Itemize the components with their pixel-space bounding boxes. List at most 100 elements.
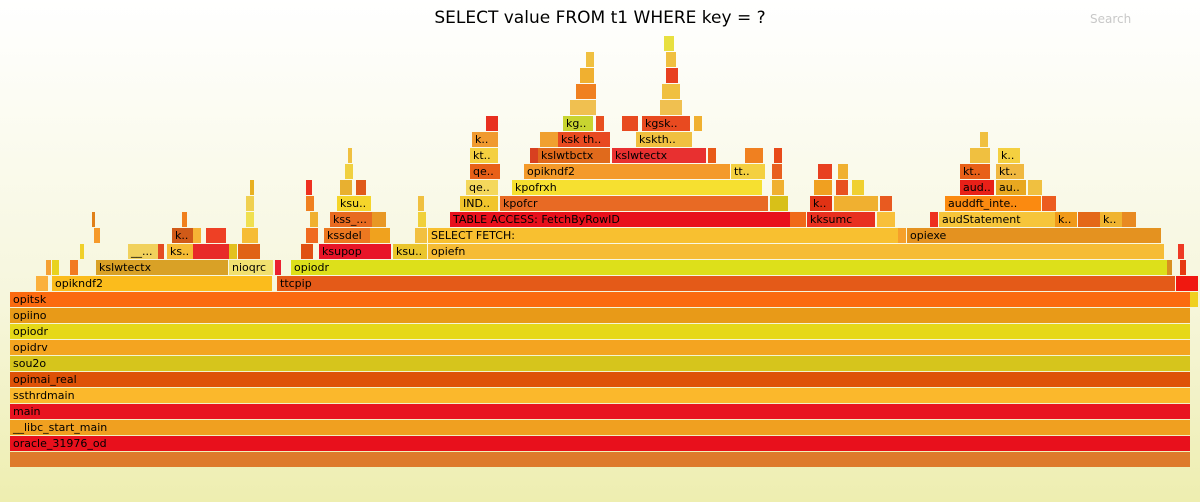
- flame-frame[interactable]: [694, 116, 702, 131]
- flame-frame[interactable]: opiodr: [10, 324, 1190, 339]
- flame-frame-rect[interactable]: [1178, 244, 1184, 259]
- flame-frame-rect[interactable]: [10, 292, 1190, 307]
- flame-frame-rect[interactable]: [774, 148, 782, 163]
- flame-frame-rect[interactable]: [206, 228, 226, 243]
- flame-frame-rect[interactable]: [428, 244, 1164, 259]
- flame-frame-rect[interactable]: [877, 212, 895, 227]
- flame-frame[interactable]: [80, 244, 84, 259]
- flame-frame[interactable]: ssthrdmain: [10, 388, 1190, 403]
- flame-frame-rect[interactable]: [880, 196, 892, 211]
- flame-frame[interactable]: kgsk..: [642, 116, 690, 131]
- flame-frame[interactable]: [666, 52, 676, 67]
- flame-frame-rect[interactable]: [372, 212, 386, 227]
- flame-frame-rect[interactable]: [745, 148, 763, 163]
- flame-frame[interactable]: [1178, 244, 1184, 259]
- flame-frame[interactable]: nioqrc: [229, 260, 273, 275]
- flame-frame-rect[interactable]: [10, 388, 1190, 403]
- flame-frame-rect[interactable]: [500, 196, 768, 211]
- flame-frame-rect[interactable]: [772, 164, 782, 179]
- flame-frame[interactable]: [1078, 212, 1100, 227]
- flame-frame-rect[interactable]: [242, 228, 258, 243]
- flame-frame-rect[interactable]: [1167, 260, 1172, 275]
- flame-frame-rect[interactable]: [1190, 292, 1198, 307]
- flame-frame-rect[interactable]: [70, 260, 78, 275]
- flame-frame-rect[interactable]: [10, 356, 1190, 371]
- flame-frame-rect[interactable]: [470, 164, 500, 179]
- flame-frame-rect[interactable]: [291, 260, 1167, 275]
- flame-frame-rect[interactable]: [1028, 180, 1042, 195]
- flame-frame[interactable]: [345, 164, 353, 179]
- flame-frame[interactable]: [708, 148, 716, 163]
- flame-frame[interactable]: kssdel: [324, 228, 370, 243]
- flame-frame-rect[interactable]: [834, 196, 878, 211]
- flame-frame[interactable]: [570, 100, 596, 115]
- flame-frame-rect[interactable]: [486, 116, 498, 131]
- flame-frame[interactable]: kt..: [470, 148, 498, 163]
- flame-frame[interactable]: [372, 212, 386, 227]
- flame-frame[interactable]: k..: [1100, 212, 1122, 227]
- flame-frame-rect[interactable]: [337, 196, 371, 211]
- flame-frame[interactable]: [94, 228, 100, 243]
- flame-frame[interactable]: kpofrxh: [512, 180, 762, 195]
- flame-frame[interactable]: opikndf2: [524, 164, 730, 179]
- flame-frame[interactable]: [36, 276, 48, 291]
- flame-frame-rect[interactable]: [466, 180, 498, 195]
- flame-frame[interactable]: qe..: [466, 180, 498, 195]
- flame-frame[interactable]: [1028, 180, 1042, 195]
- flame-frame-rect[interactable]: [10, 340, 1190, 355]
- flame-frame-rect[interactable]: [662, 84, 680, 99]
- flame-frame-rect[interactable]: [306, 196, 314, 211]
- flame-frame[interactable]: ksupop: [319, 244, 391, 259]
- flame-frame-rect[interactable]: [460, 196, 498, 211]
- flame-frame[interactable]: au..: [996, 180, 1026, 195]
- flame-frame-rect[interactable]: [612, 148, 706, 163]
- flame-frame[interactable]: [418, 212, 426, 227]
- flame-frame-rect[interactable]: [694, 116, 702, 131]
- flame-frame[interactable]: [834, 196, 878, 211]
- flame-frame[interactable]: ttcpip: [277, 276, 1175, 291]
- flame-frame-rect[interactable]: [52, 260, 59, 275]
- flame-frame-rect[interactable]: [370, 228, 390, 243]
- flame-frame-rect[interactable]: [580, 68, 594, 83]
- flame-frame[interactable]: kt..: [960, 164, 990, 179]
- flame-frame[interactable]: k..: [172, 228, 193, 243]
- flame-frame[interactable]: kpofcr: [500, 196, 768, 211]
- flame-frame[interactable]: kt..: [996, 164, 1024, 179]
- flame-frame-rect[interactable]: [636, 132, 692, 147]
- flame-frame[interactable]: [182, 212, 187, 227]
- flame-frame-rect[interactable]: [996, 180, 1026, 195]
- flame-frame-rect[interactable]: [94, 228, 100, 243]
- flame-frame[interactable]: [540, 132, 558, 147]
- flame-frame[interactable]: k..: [1055, 212, 1077, 227]
- flame-frame[interactable]: [356, 180, 366, 195]
- flame-frame-rect[interactable]: [250, 180, 254, 195]
- flame-frame[interactable]: TABLE ACCESS: FetchByRowID: [450, 212, 790, 227]
- flame-frame-rect[interactable]: [345, 164, 353, 179]
- flame-frame-rect[interactable]: [306, 180, 312, 195]
- flame-frame[interactable]: ksu..: [337, 196, 371, 211]
- flame-frame[interactable]: [970, 148, 990, 163]
- flame-frame[interactable]: kskth..: [636, 132, 692, 147]
- flame-frame-rect[interactable]: [807, 212, 875, 227]
- flame-frame[interactable]: [622, 116, 638, 131]
- flame-frame-rect[interactable]: [1055, 212, 1077, 227]
- flame-frame[interactable]: [70, 260, 78, 275]
- flame-frame-rect[interactable]: [970, 148, 990, 163]
- flame-frame-rect[interactable]: [666, 68, 678, 83]
- flame-frame[interactable]: opikndf2: [52, 276, 272, 291]
- flame-frame-rect[interactable]: [540, 132, 558, 147]
- flame-frame[interactable]: k..: [998, 148, 1020, 163]
- flame-frame-rect[interactable]: [836, 180, 848, 195]
- flame-frame-rect[interactable]: [428, 228, 898, 243]
- flame-frame-rect[interactable]: [939, 212, 1055, 227]
- flame-frame-rect[interactable]: [238, 244, 260, 259]
- flame-frame-rect[interactable]: [770, 196, 788, 211]
- flame-frame-rect[interactable]: [301, 244, 313, 259]
- flame-frame-rect[interactable]: [167, 244, 193, 259]
- flame-frame-rect[interactable]: [586, 52, 594, 67]
- flame-frame-rect[interactable]: [996, 164, 1024, 179]
- flame-frame[interactable]: kksumc: [807, 212, 875, 227]
- flame-frame-rect[interactable]: [660, 100, 682, 115]
- flame-frame-rect[interactable]: [10, 308, 1190, 323]
- flame-frame-rect[interactable]: [415, 228, 427, 243]
